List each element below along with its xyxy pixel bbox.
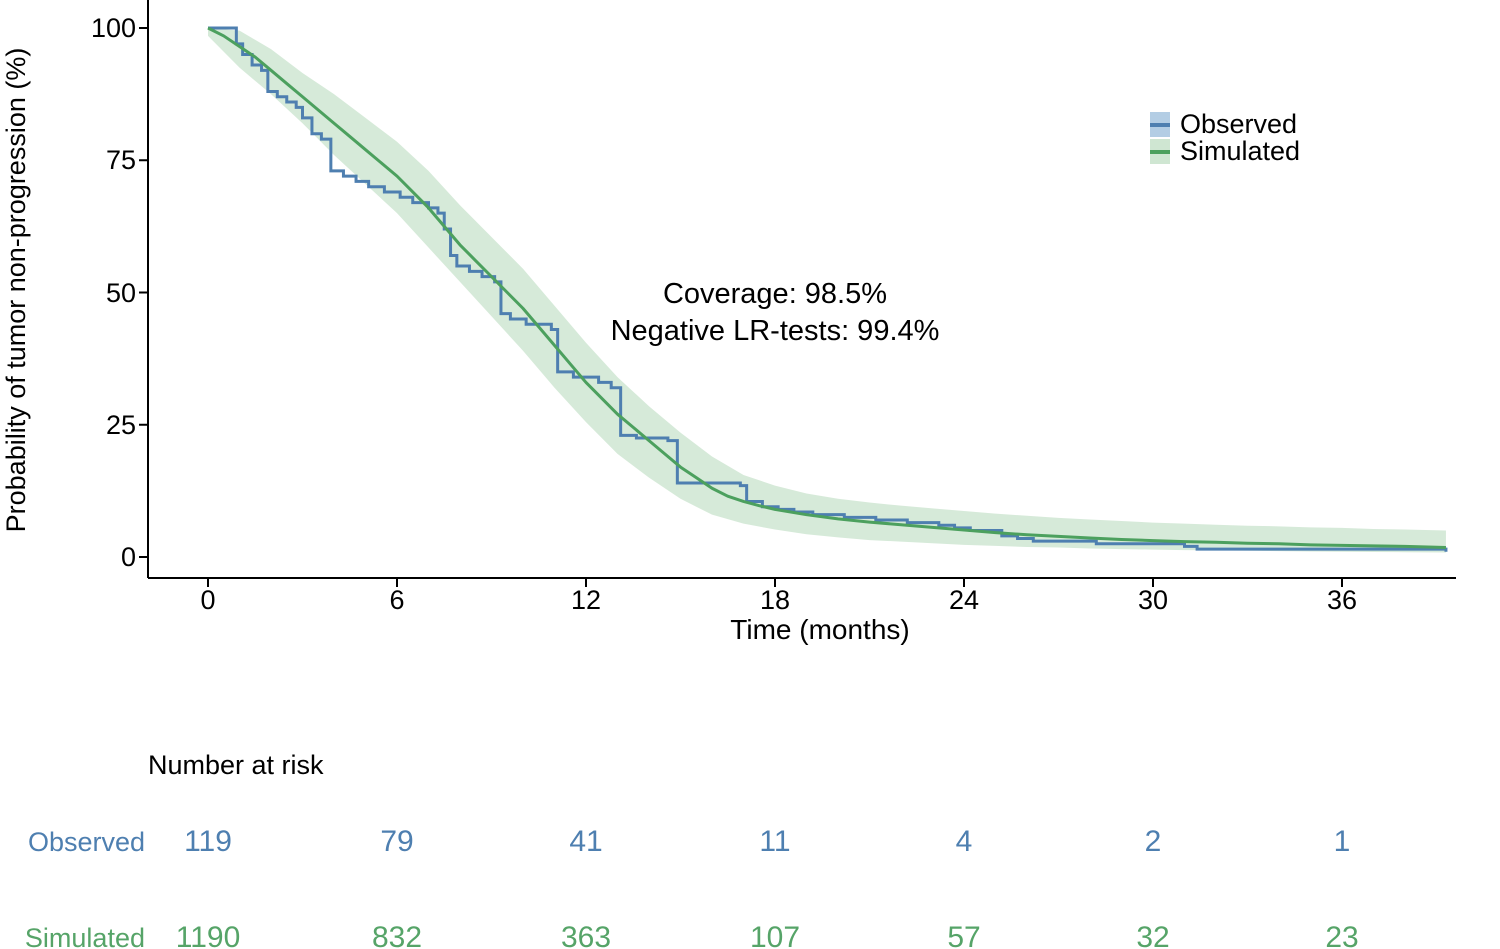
y-tick-label: 50 bbox=[105, 277, 136, 308]
coverage-annotation: Coverage: 98.5% Negative LR-tests: 99.4% bbox=[611, 276, 940, 350]
x-tick-label: 18 bbox=[759, 585, 791, 615]
risk-table-title: Number at risk bbox=[148, 750, 324, 780]
y-tick-label: 75 bbox=[105, 145, 136, 176]
lr-tests-line: Negative LR-tests: 99.4% bbox=[610, 315, 940, 347]
risk-count-observed-t12: 41 bbox=[569, 825, 603, 858]
risk-count-observed-t30: 2 bbox=[1144, 825, 1162, 858]
observed-legend-key-icon bbox=[1150, 112, 1170, 137]
risk-count-simulated-t24: 57 bbox=[947, 921, 981, 949]
x-tick-label: 36 bbox=[1326, 585, 1358, 615]
legend-entry-simulated: Simulated bbox=[1150, 138, 1300, 165]
risk-count-simulated-t0: 1190 bbox=[175, 921, 241, 949]
x-axis-label: Time (months) bbox=[730, 614, 910, 645]
y-tick-label: 100 bbox=[90, 13, 136, 43]
x-tick-label: 0 bbox=[200, 585, 216, 615]
risk-count-observed-t24: 4 bbox=[955, 825, 973, 858]
risk-count-simulated-t30: 32 bbox=[1136, 921, 1170, 949]
x-tick-label: 24 bbox=[948, 585, 980, 615]
coverage-line: Coverage: 98.5% bbox=[662, 278, 888, 310]
legend-key-line bbox=[1150, 149, 1170, 154]
y-axis-label: Probability of tumor non-progression (%) bbox=[1, 47, 31, 533]
legend-key-line bbox=[1150, 122, 1170, 127]
risk-count-observed-t6: 79 bbox=[380, 825, 414, 858]
risk-count-simulated-t6: 832 bbox=[371, 921, 423, 949]
legend-entry-observed: Observed bbox=[1150, 111, 1300, 138]
x-tick-label: 6 bbox=[389, 585, 405, 615]
y-tick-label: 0 bbox=[120, 542, 136, 572]
risk-row-label-observed: Observed bbox=[27, 827, 145, 857]
risk-count-simulated-t36: 23 bbox=[1325, 921, 1359, 949]
risk-count-observed-t0: 119 bbox=[184, 825, 232, 858]
risk-count-simulated-t18: 107 bbox=[749, 921, 801, 949]
risk-count-observed-t36: 1 bbox=[1333, 825, 1351, 858]
x-tick-label: 30 bbox=[1137, 585, 1169, 615]
simulated-median-curve bbox=[207, 26, 1446, 549]
simulated-legend-key-icon bbox=[1150, 139, 1170, 164]
legend: Observed Simulated bbox=[1150, 111, 1300, 165]
risk-count-simulated-t12: 363 bbox=[560, 921, 612, 949]
y-tick-label: 25 bbox=[105, 409, 136, 440]
legend-label: Observed bbox=[1180, 109, 1298, 139]
risk-row-label-simulated: Simulated bbox=[24, 923, 145, 949]
legend-label: Simulated bbox=[1180, 136, 1301, 166]
risk-count-observed-t18: 11 bbox=[759, 825, 791, 858]
survival-plot-canvas bbox=[139, 0, 1456, 587]
x-tick-label: 12 bbox=[570, 585, 602, 615]
observed-km-curve bbox=[208, 26, 1448, 552]
